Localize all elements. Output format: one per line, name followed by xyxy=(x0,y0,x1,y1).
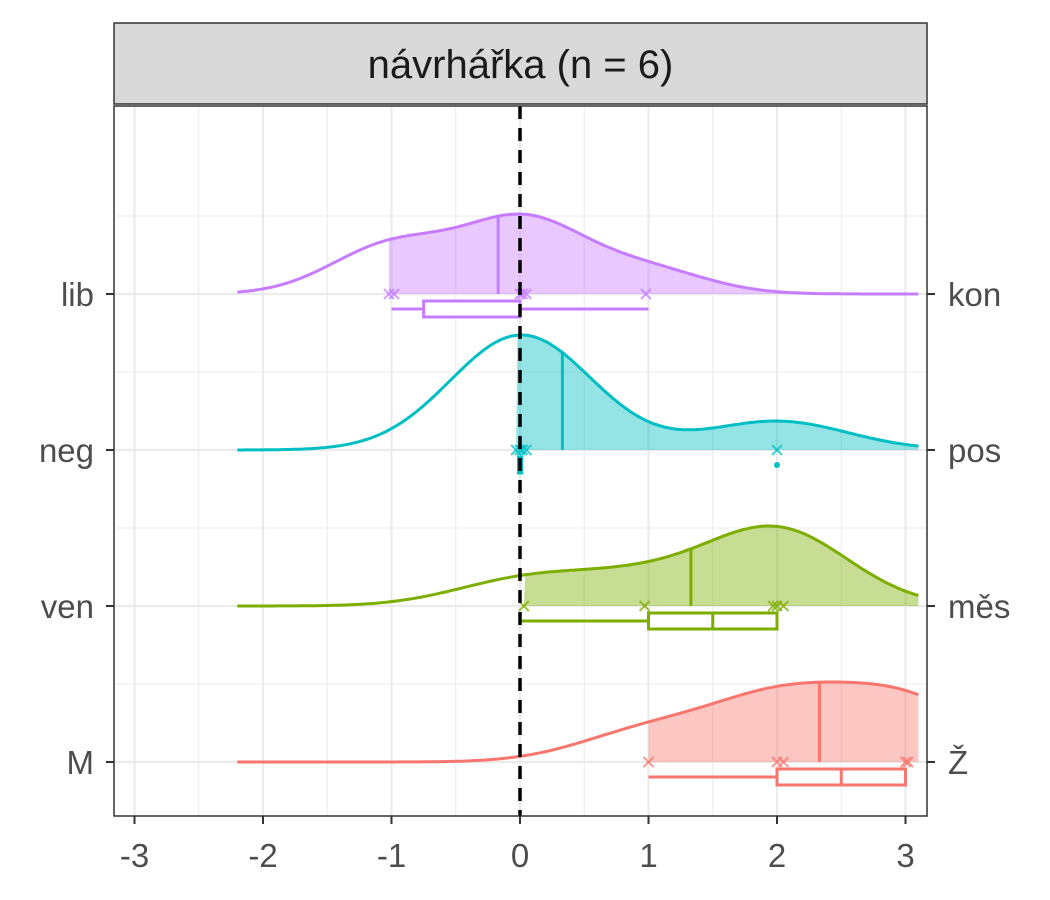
density-line xyxy=(237,212,919,296)
data-point xyxy=(520,444,533,456)
ridge-neg xyxy=(237,333,919,475)
ridges xyxy=(237,212,919,787)
x-tick-label: -2 xyxy=(248,837,277,874)
data-point xyxy=(777,600,790,612)
y-label-left: ven xyxy=(41,588,94,625)
x-tick-label: 2 xyxy=(768,837,786,874)
y-label-right: Ž xyxy=(948,744,968,781)
y-label-right: měs xyxy=(948,588,1010,625)
data-point xyxy=(777,756,790,768)
y-label-right: pos xyxy=(948,432,1001,469)
y-label-left: lib xyxy=(61,276,94,313)
outlier xyxy=(774,462,780,468)
data-point xyxy=(771,444,783,456)
y-label-right: kon xyxy=(948,276,1001,313)
density-fill xyxy=(388,214,919,294)
data-point xyxy=(899,756,912,768)
ridge-M xyxy=(237,680,919,787)
data-point xyxy=(642,756,655,768)
boxplot xyxy=(520,611,779,631)
boxplot xyxy=(391,299,649,319)
strip-background xyxy=(113,22,928,105)
data-point xyxy=(902,756,914,768)
box xyxy=(422,299,522,319)
density-line xyxy=(237,680,919,764)
density-line xyxy=(237,333,919,452)
density-line xyxy=(237,524,919,608)
x-tick-label: -3 xyxy=(120,837,149,874)
ridge-lib xyxy=(237,212,919,319)
x-tick-label: 1 xyxy=(639,837,657,874)
ridge-ven xyxy=(237,524,919,631)
y-label-left: neg xyxy=(39,432,94,469)
data-point xyxy=(520,288,533,300)
x-tick-label: -1 xyxy=(377,837,406,874)
data-point xyxy=(388,288,400,300)
x-tick-label: 3 xyxy=(896,837,914,874)
data-point xyxy=(383,288,395,300)
density-fill xyxy=(648,682,919,762)
data-point xyxy=(767,600,779,612)
boxplot xyxy=(648,767,907,787)
x-tick-label: 0 xyxy=(511,837,529,874)
data-point xyxy=(638,600,651,612)
chart-title: návrhářka (n = 6) xyxy=(368,43,674,87)
density-fill xyxy=(523,526,919,606)
grid xyxy=(114,106,927,816)
y-label-left: M xyxy=(67,744,95,781)
density-fill xyxy=(516,335,919,450)
data-point xyxy=(640,288,652,300)
